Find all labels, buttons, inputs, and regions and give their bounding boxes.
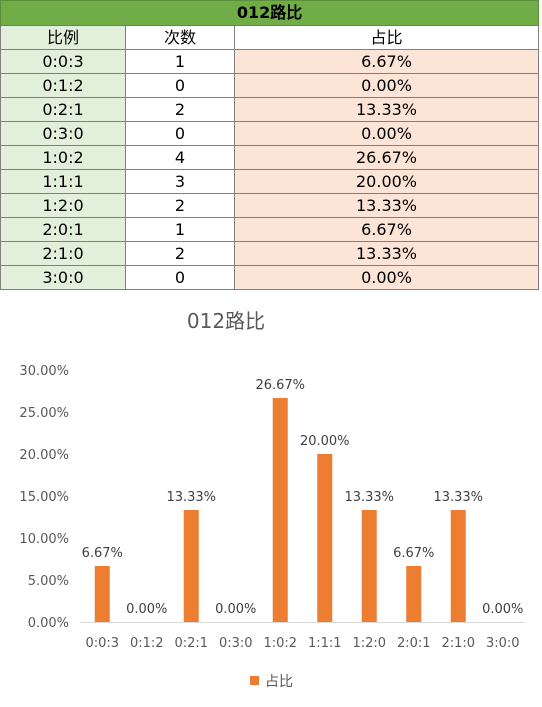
cell-count: 2 — [125, 193, 235, 218]
table-row: 2:0:1 1 6.67% — [0, 217, 540, 242]
cell-ratio: 0:3:0 — [0, 121, 126, 146]
cell-ratio: 2:1:0 — [0, 241, 126, 266]
cell-share: 13.33% — [233, 241, 540, 266]
cell-count: 0 — [125, 73, 235, 98]
bar — [272, 397, 288, 622]
cell-share: 13.33% — [233, 97, 540, 122]
data-label: 0.00% — [482, 602, 523, 617]
cell-count: 1 — [125, 217, 235, 242]
data-label: 0.00% — [215, 602, 256, 617]
y-tick-label: 10.00% — [19, 532, 69, 547]
data-label: 6.67% — [82, 546, 123, 561]
legend-label: 占比 — [265, 674, 293, 690]
chart-area: 012路比 0.00% 5.00% 10.00% 15.00% 20.00% 25.00% 3… — [0, 300, 542, 703]
cell-share: 0.00% — [233, 73, 540, 98]
table-row: 0:0:3 1 6.67% — [0, 49, 540, 74]
cell-share: 20.00% — [233, 169, 540, 194]
x-tick-label: 0:0:3 — [85, 636, 119, 651]
x-tick-label: 0:1:2 — [130, 636, 164, 651]
x-tick-label: 0:2:1 — [174, 636, 208, 651]
data-label: 13.33% — [433, 490, 483, 505]
y-tick-label: 25.00% — [19, 406, 69, 421]
ratio-table: 012路比 比例 次数 占比 0:0:3 1 6.67% 0:1:2 0 0.00% 0:2… — [0, 0, 540, 290]
cell-ratio: 1:0:2 — [0, 145, 126, 170]
cell-count: 0 — [125, 265, 235, 290]
cell-ratio: 1:2:0 — [0, 193, 126, 218]
bar — [94, 565, 110, 622]
legend-swatch — [250, 676, 259, 685]
cell-ratio: 0:0:3 — [0, 49, 126, 74]
data-label: 26.67% — [255, 378, 305, 393]
cell-share: 13.33% — [233, 193, 540, 218]
data-label: 20.00% — [300, 434, 350, 449]
table-row: 1:1:1 3 20.00% — [0, 169, 540, 194]
x-tick-label: 1:2:0 — [352, 636, 386, 651]
bar — [450, 510, 466, 622]
table-title-row: 012路比 — [0, 0, 540, 26]
cell-share: 0.00% — [233, 121, 540, 146]
cell-share: 26.67% — [233, 145, 540, 170]
header-count: 次数 — [125, 25, 235, 50]
bar-chart: 012路比 0.00% 5.00% 10.00% 15.00% 20.00% 25.00% 3… — [19, 309, 525, 690]
x-tick-label: 3:0:0 — [486, 636, 520, 651]
table-row: 0:3:0 0 0.00% — [0, 121, 540, 146]
x-tick-label: 2:0:1 — [397, 636, 431, 651]
y-tick-label: 30.00% — [19, 364, 69, 379]
data-label: 6.67% — [393, 546, 434, 561]
data-label: 13.33% — [344, 490, 394, 505]
x-tick-label: 2:1:0 — [441, 636, 475, 651]
table-row: 3:0:0 0 0.00% — [0, 265, 540, 290]
cell-ratio: 2:0:1 — [0, 217, 126, 242]
y-tick-label: 5.00% — [28, 574, 69, 589]
x-tick-label: 1:1:1 — [308, 636, 342, 651]
bar — [317, 454, 333, 622]
cell-count: 2 — [125, 97, 235, 122]
header-share: 占比 — [233, 25, 540, 50]
bar — [361, 510, 377, 622]
table-row: 0:2:1 2 13.33% — [0, 97, 540, 122]
cell-count: 1 — [125, 49, 235, 74]
table-row: 1:0:2 4 26.67% — [0, 145, 540, 170]
chart-title: 012路比 — [187, 309, 265, 333]
table-header-row: 比例 次数 占比 — [0, 25, 540, 50]
data-label: 13.33% — [166, 490, 216, 505]
cell-share: 0.00% — [233, 265, 540, 290]
cell-count: 0 — [125, 121, 235, 146]
table-row: 0:1:2 0 0.00% — [0, 73, 540, 98]
cell-share: 6.67% — [233, 49, 540, 74]
y-tick-label: 0.00% — [28, 616, 69, 631]
data-table-container: 012路比 比例 次数 占比 0:0:3 1 6.67% 0:1:2 0 0.00% 0:2… — [0, 0, 542, 290]
cell-ratio: 0:1:2 — [0, 73, 126, 98]
x-tick-label: 1:0:2 — [263, 636, 297, 651]
cell-count: 3 — [125, 169, 235, 194]
y-tick-label: 15.00% — [19, 490, 69, 505]
cell-ratio: 1:1:1 — [0, 169, 126, 194]
table-row: 2:1:0 2 13.33% — [0, 241, 540, 266]
y-tick-label: 20.00% — [19, 448, 69, 463]
table-title: 012路比 — [0, 0, 540, 26]
cell-ratio: 0:2:1 — [0, 97, 126, 122]
bar — [406, 565, 422, 622]
header-ratio: 比例 — [0, 25, 126, 50]
table-row: 1:2:0 2 13.33% — [0, 193, 540, 218]
cell-count: 2 — [125, 241, 235, 266]
cell-count: 4 — [125, 145, 235, 170]
cell-share: 6.67% — [233, 217, 540, 242]
data-label: 0.00% — [126, 602, 167, 617]
cell-ratio: 3:0:0 — [0, 265, 126, 290]
bar — [183, 510, 199, 622]
x-tick-label: 0:3:0 — [219, 636, 253, 651]
